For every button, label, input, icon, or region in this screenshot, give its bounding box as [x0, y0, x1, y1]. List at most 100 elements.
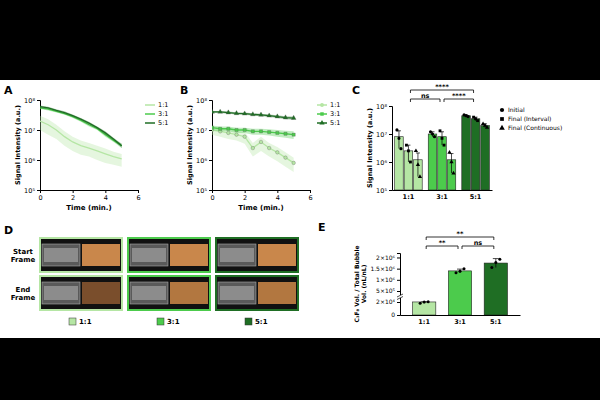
data-point [267, 146, 271, 150]
data-point [251, 130, 254, 133]
tick-label: 2×10⁴ [376, 298, 395, 305]
tick-label: 5×10⁵ [376, 287, 395, 294]
legend-swatch [245, 318, 252, 325]
data-point [498, 258, 501, 261]
tick-label: 4 [104, 194, 108, 202]
plot-area [40, 105, 122, 166]
tick-label: 1:1 [403, 193, 415, 201]
legend-swatch [145, 104, 155, 106]
data-point [418, 174, 422, 178]
bar [462, 116, 471, 190]
tick: 10⁸ [376, 103, 392, 111]
bar [481, 126, 490, 190]
axis: 1:1 3:1 5:1 [393, 190, 493, 201]
tick-mark [389, 106, 392, 107]
tick-label: 10⁵ [24, 187, 35, 195]
tick-mark [397, 291, 400, 292]
data-point [212, 126, 214, 129]
data-point [427, 300, 430, 303]
tick-mark [138, 190, 139, 193]
tick: 10⁵ [24, 187, 40, 195]
error-band [40, 107, 122, 148]
axis-line [401, 315, 521, 316]
data-point [451, 171, 455, 175]
ultrasound-image [132, 248, 166, 262]
data-point [407, 149, 410, 152]
legend-label: 5:1 [158, 119, 168, 127]
data-point [449, 160, 453, 164]
data-point [242, 111, 247, 115]
tick: 6 [308, 190, 312, 202]
data-point [399, 147, 402, 150]
tick: 10⁷ [376, 131, 392, 139]
data-point [283, 115, 288, 119]
series-line [40, 107, 122, 146]
image-frame [128, 238, 210, 272]
error-band [212, 111, 294, 120]
legend-swatch [69, 318, 76, 325]
data-point [275, 114, 280, 118]
legend-label: 3:1 [167, 318, 180, 326]
ultrasound-image [130, 244, 168, 266]
tick: 10⁸ [24, 97, 40, 105]
image-frame [128, 276, 210, 310]
data-point [227, 127, 230, 130]
significance-label: **** [452, 92, 466, 100]
tick-label: 10⁷ [24, 127, 35, 135]
significance-label: ns [474, 239, 483, 247]
axis-title-line: Vol. (nL/nL) [360, 264, 367, 303]
tick: 1×10⁶ [376, 276, 400, 283]
data-point [276, 131, 279, 134]
tick: 1:1 [403, 190, 415, 201]
axis-title: Signal Intensity (a.u.) [186, 105, 194, 185]
tick-mark [389, 162, 392, 163]
axis-line [209, 101, 213, 191]
tick: 10⁶ [196, 157, 212, 165]
data-point [431, 132, 434, 135]
tick-mark [397, 269, 400, 270]
tick: 4 [104, 190, 108, 202]
data-point [405, 144, 408, 147]
data-point [218, 109, 223, 113]
tick: 5:1 [470, 190, 482, 201]
ultrasound-image [42, 244, 80, 266]
contrast-image [82, 282, 120, 304]
axis-line [213, 191, 311, 194]
tick-label: 3:1 [436, 193, 448, 201]
data-point [243, 128, 246, 131]
data-point [459, 270, 462, 273]
tick: 5:1 [490, 315, 502, 326]
axis-title: Time (min.) [66, 204, 111, 212]
data-point [259, 140, 263, 144]
legend-label: 3:1 [158, 110, 168, 118]
axis: 02×10⁴5×10⁵1×10⁶1.5×10⁶2×10⁶ [370, 254, 400, 319]
image-frame [40, 238, 122, 272]
data-point [433, 135, 436, 138]
tick-label: 10⁵ [376, 187, 387, 195]
legend-label: 5:1 [255, 318, 268, 326]
error-bar [416, 153, 420, 177]
tick-label: 2 [71, 194, 75, 202]
tick-mark [389, 190, 392, 191]
data-point [284, 132, 287, 135]
bar [413, 302, 436, 315]
ultrasound-image [218, 244, 256, 266]
plot-area [212, 109, 296, 172]
row-label: EndFrame [11, 286, 36, 302]
data-point [455, 271, 458, 274]
tick-label: 0 [210, 194, 214, 202]
data-point [423, 300, 426, 303]
data-point [476, 119, 479, 122]
row-label: StartFrame [11, 248, 36, 264]
row-label-line: End [16, 286, 31, 294]
tick: 1:1 [418, 315, 430, 326]
row-label-line: Start [13, 248, 34, 256]
figure: A024610⁵10⁶10⁷10⁸Time (min.)Signal Inten… [0, 0, 600, 400]
tick: 3:1 [436, 190, 448, 201]
axis: 0246 [38, 190, 140, 202]
panel-letter: E [318, 221, 326, 234]
error-bar [397, 131, 401, 149]
legend-label: Initial [508, 106, 525, 113]
data-point [291, 115, 296, 119]
legend-swatch [500, 117, 504, 121]
